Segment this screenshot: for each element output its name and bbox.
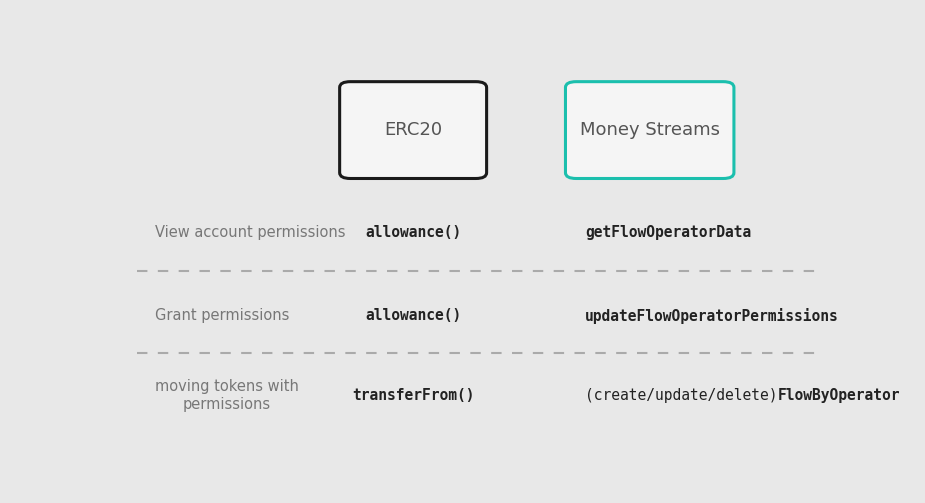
Text: getFlowOperatorData: getFlowOperatorData [586, 225, 751, 240]
FancyBboxPatch shape [339, 81, 487, 179]
Text: transferFrom(): transferFrom() [352, 388, 475, 403]
Text: updateFlowOperatorPermissions: updateFlowOperatorPermissions [586, 308, 839, 324]
Text: FlowByOperator: FlowByOperator [778, 388, 900, 403]
Text: View account permissions: View account permissions [155, 225, 346, 240]
Text: Grant permissions: Grant permissions [155, 308, 290, 323]
Text: ERC20: ERC20 [384, 121, 442, 139]
Text: moving tokens with
permissions: moving tokens with permissions [155, 379, 299, 411]
FancyBboxPatch shape [565, 81, 734, 179]
Text: (create/update/delete): (create/update/delete) [586, 388, 778, 403]
Text: allowance(): allowance() [365, 225, 462, 240]
Text: allowance(): allowance() [365, 308, 462, 323]
Text: Money Streams: Money Streams [580, 121, 720, 139]
